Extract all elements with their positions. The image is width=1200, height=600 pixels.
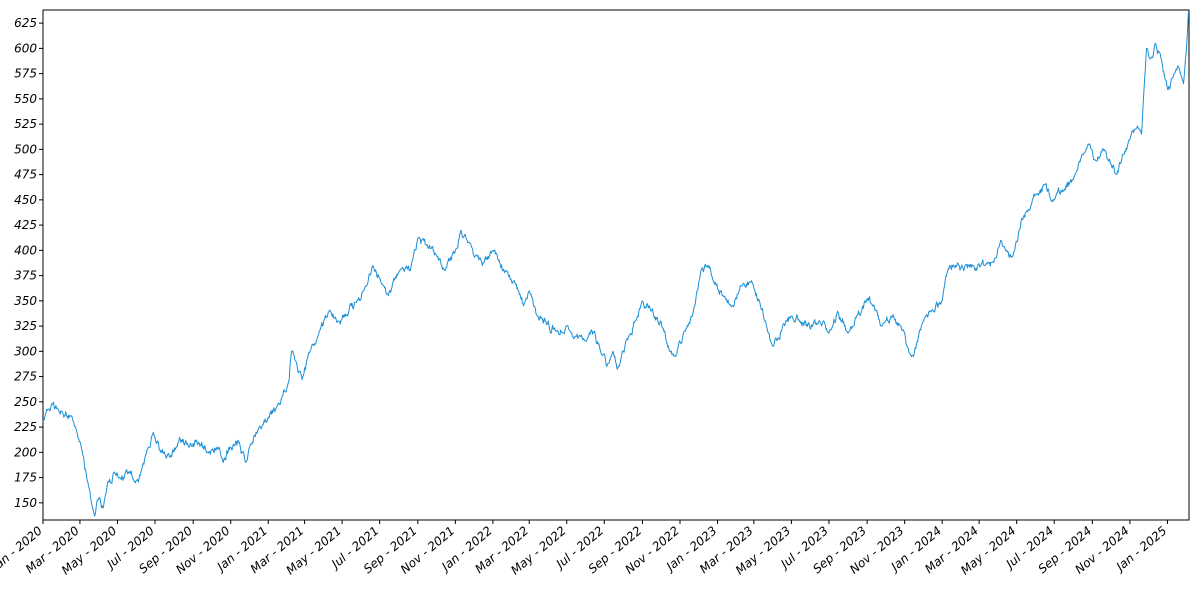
y-tick-label: 225 [14,420,37,434]
y-tick-label: 500 [14,142,37,156]
y-tick-label: 525 [14,117,37,131]
y-tick-label: 200 [14,445,37,459]
y-tick-label: 350 [14,294,37,308]
y-tick-label: 300 [14,344,37,358]
plot-border [42,9,1190,521]
y-tick-label: 475 [14,168,37,182]
y-tick-label: 600 [14,41,37,55]
y-tick-label: 275 [14,370,37,384]
series-group [42,12,1189,517]
y-tick-label: 450 [14,193,37,207]
plot-frame [42,9,1190,521]
y-tick-label: 175 [14,471,37,485]
y-axis: 150 175 200 225 250 275 300 325 350 375 400 425 450 4… [14,16,43,510]
y-tick-label: 400 [14,243,37,257]
y-tick-label: 325 [14,319,37,333]
y-tick-label: 425 [14,218,37,232]
y-tick-label: 375 [14,269,37,283]
y-tick-label: 150 [14,496,37,510]
y-tick-label: 625 [14,16,37,30]
price-series-line [42,12,1189,517]
y-tick-label: 250 [14,395,37,409]
y-tick-label: 550 [14,92,37,106]
y-tick-label: 575 [14,67,37,81]
